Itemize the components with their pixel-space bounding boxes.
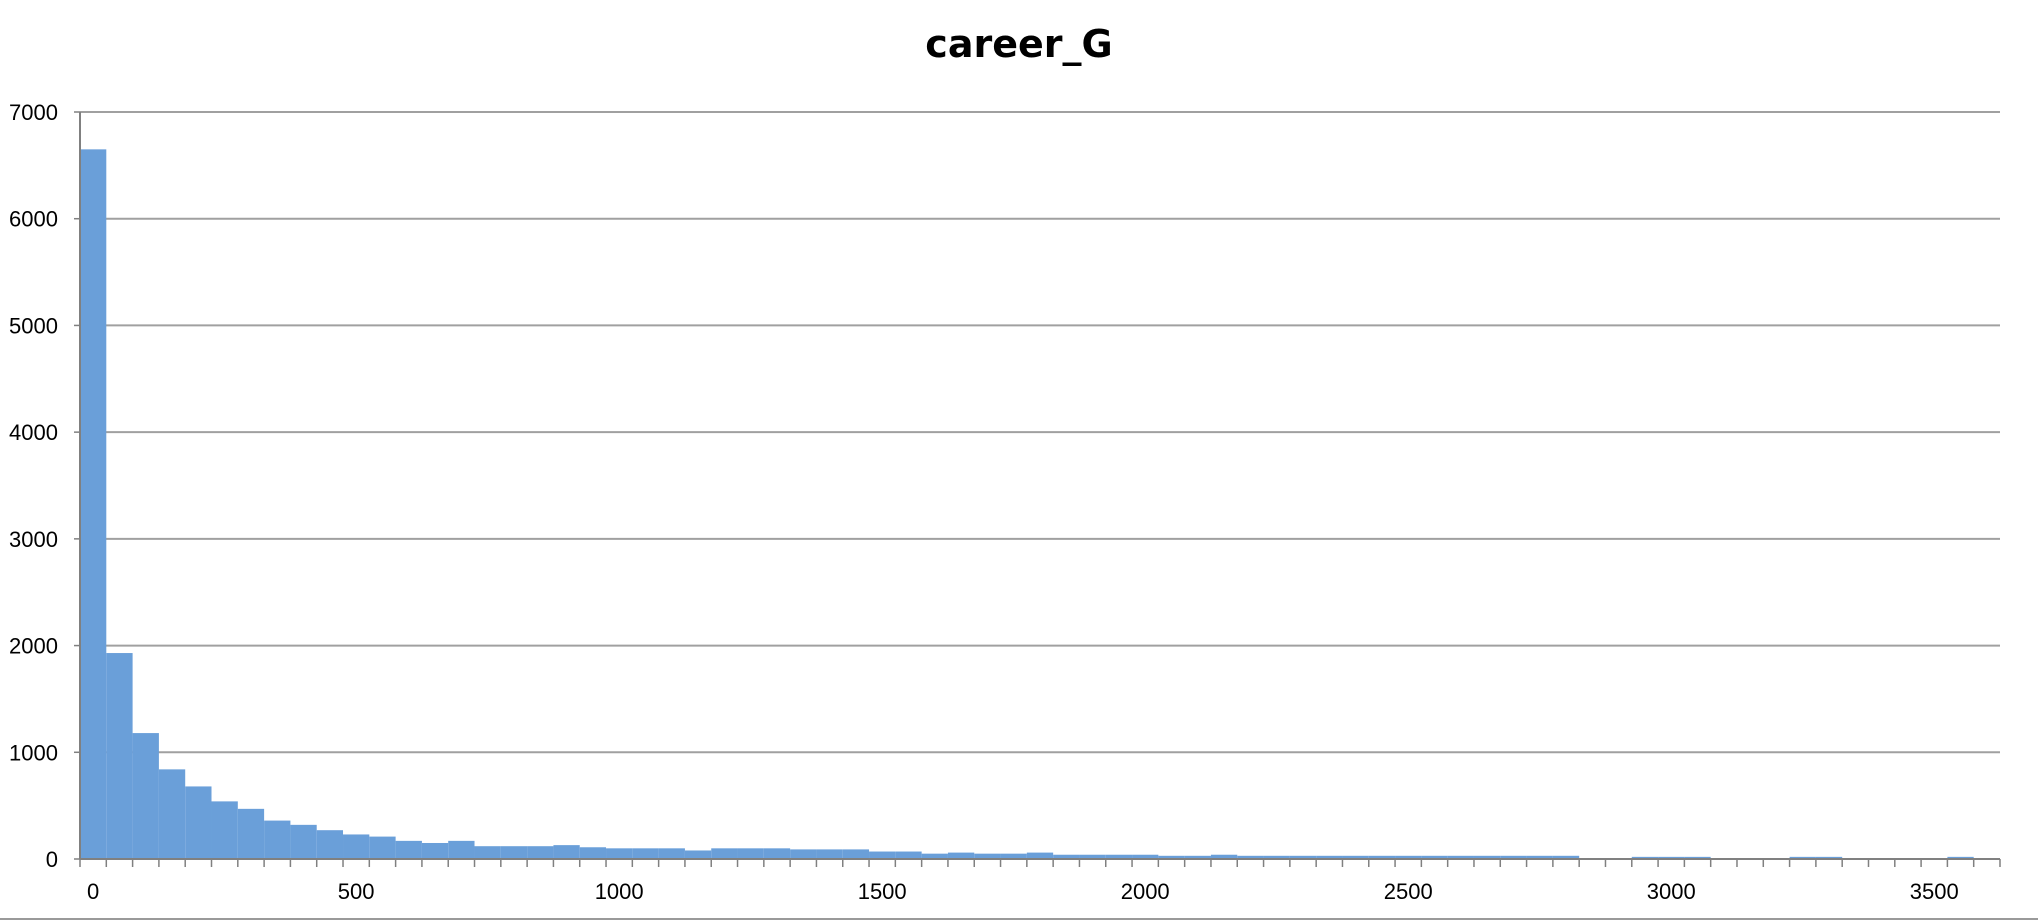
histogram-bar [211, 801, 238, 859]
histogram-bars [80, 149, 1974, 860]
y-tick-label: 2000 [9, 634, 58, 659]
histogram-bar [790, 849, 817, 859]
histogram-bar [1500, 855, 1527, 859]
histogram-bar [1789, 856, 1816, 859]
y-tick-label: 6000 [9, 207, 58, 232]
histogram-bar [448, 840, 475, 859]
x-tick-label: 3000 [1647, 879, 1696, 904]
histogram-bar [1237, 855, 1264, 859]
histogram-bar [921, 853, 948, 859]
y-tick-label: 4000 [9, 420, 58, 445]
histogram-bar [421, 842, 449, 859]
histogram-bar [1342, 855, 1369, 859]
histogram-bar [1395, 855, 1422, 859]
y-tick-label: 7000 [9, 100, 58, 125]
y-tick-label: 5000 [9, 313, 58, 338]
histogram-bar [1263, 855, 1290, 859]
histogram-bar [553, 845, 580, 859]
histogram-bar [606, 848, 633, 859]
histogram-bar [1631, 856, 1659, 859]
histogram-bar [579, 847, 607, 859]
histogram-bar [869, 851, 896, 859]
histogram-bar [737, 848, 764, 859]
histogram-bar [132, 733, 159, 859]
x-tick-label: 500 [338, 879, 375, 904]
histogram-bar [947, 852, 975, 859]
histogram-bar [1368, 855, 1396, 859]
histogram-bar [237, 808, 265, 859]
x-tick-label: 2000 [1121, 879, 1170, 904]
x-tick-label: 3500 [1910, 879, 1959, 904]
y-axis-tick-labels: 0 1000 2000 3000 4000 5000 6000 7000 [9, 100, 58, 872]
chart-title: career_G [925, 22, 1113, 66]
x-tick-label: 0 [87, 879, 99, 904]
histogram-bar [290, 824, 317, 859]
histogram-bar [1289, 855, 1317, 859]
histogram-bar [1158, 855, 1185, 859]
histogram-bar [1053, 854, 1080, 859]
histogram-bar [1079, 854, 1106, 859]
histogram-bar [1210, 854, 1238, 859]
x-axis-tick-labels: 0 500 1000 1500 2000 2500 3000 3500 [87, 879, 1959, 904]
bottom-divider [0, 918, 2038, 920]
histogram-bar [1132, 854, 1159, 859]
histogram-bar [343, 834, 370, 859]
histogram-bar [1184, 855, 1211, 859]
grid-lines [80, 111, 2000, 754]
histogram-bar [158, 769, 186, 859]
histogram-bar [1000, 853, 1027, 859]
histogram-bar [974, 853, 1001, 859]
histogram-bar [1815, 856, 1843, 859]
y-tick-label: 0 [46, 847, 58, 872]
histogram-bar [1658, 856, 1685, 859]
histogram-bar [1421, 855, 1448, 859]
histogram-bar [1105, 854, 1133, 859]
histogram-bar [763, 848, 791, 859]
histogram-bar [316, 830, 344, 859]
histogram-bar [842, 849, 870, 859]
histogram-bar [711, 848, 738, 859]
histogram-bar [1316, 855, 1343, 859]
histogram-bar [369, 836, 396, 859]
x-tick-label: 1000 [595, 879, 644, 904]
x-tick-label: 2500 [1384, 879, 1433, 904]
x-tick-label: 1500 [858, 879, 907, 904]
histogram-bar [684, 850, 712, 859]
histogram-bar [395, 840, 422, 859]
histogram-bar [816, 849, 843, 859]
histogram-bar [632, 848, 659, 859]
axes [74, 111, 2001, 867]
histogram-bar [658, 848, 685, 859]
histogram-bar [474, 846, 501, 859]
histogram-bar [500, 846, 528, 859]
histogram-bar [527, 846, 554, 859]
histogram-bar [1684, 856, 1711, 859]
y-tick-label: 1000 [9, 740, 58, 765]
histogram-bar [895, 851, 922, 859]
histogram-bar [1552, 855, 1580, 859]
histogram-bar [1947, 856, 1974, 859]
histogram-bar [80, 149, 107, 860]
histogram-bar [1447, 855, 1474, 859]
histogram-bar [264, 820, 291, 859]
y-tick-label: 3000 [9, 527, 58, 552]
histogram-bar [1026, 852, 1054, 859]
histogram-bar [1526, 855, 1553, 859]
histogram-bar [1473, 855, 1501, 859]
histogram-bar [185, 786, 212, 859]
histogram-bar [106, 653, 133, 859]
